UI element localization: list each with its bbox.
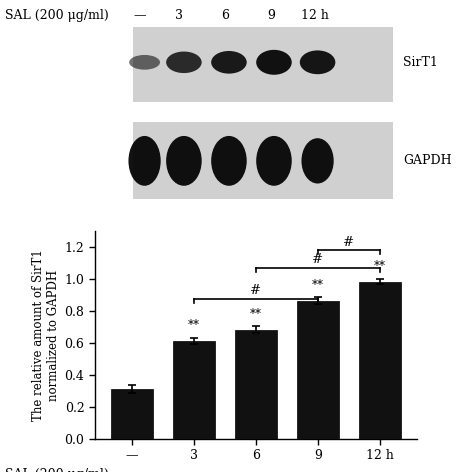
Text: GAPDH: GAPDH — [403, 154, 452, 168]
Text: 3: 3 — [175, 9, 183, 22]
Text: **: ** — [374, 260, 386, 273]
Bar — [297, 301, 339, 439]
Bar — [235, 329, 277, 439]
Bar — [111, 388, 153, 439]
Text: **: ** — [312, 278, 324, 292]
Text: 12 h: 12 h — [301, 9, 329, 22]
Ellipse shape — [128, 136, 161, 186]
Ellipse shape — [256, 136, 292, 186]
Text: #: # — [312, 253, 324, 266]
Text: **: ** — [250, 308, 262, 321]
Text: SAL (200 μg/ml): SAL (200 μg/ml) — [5, 9, 109, 22]
Ellipse shape — [211, 51, 246, 74]
FancyBboxPatch shape — [133, 27, 393, 102]
Ellipse shape — [166, 51, 202, 73]
Ellipse shape — [301, 138, 334, 184]
Y-axis label: The relative amount of SirT1
normalized to GAPDH: The relative amount of SirT1 normalized … — [32, 249, 60, 421]
Bar — [359, 282, 401, 439]
Text: SAL (200 μg/ml): SAL (200 μg/ml) — [5, 468, 108, 472]
Text: 6: 6 — [221, 9, 229, 22]
Ellipse shape — [256, 50, 292, 75]
Text: —: — — [134, 9, 146, 22]
Ellipse shape — [129, 55, 160, 70]
FancyBboxPatch shape — [133, 122, 393, 199]
Ellipse shape — [300, 51, 336, 74]
Bar — [173, 341, 215, 439]
Text: #: # — [343, 236, 355, 249]
Text: **: ** — [188, 319, 200, 332]
Ellipse shape — [211, 136, 246, 186]
Ellipse shape — [166, 136, 202, 186]
Text: #: # — [250, 284, 262, 297]
Text: 9: 9 — [267, 9, 275, 22]
Text: SirT1: SirT1 — [403, 56, 438, 69]
